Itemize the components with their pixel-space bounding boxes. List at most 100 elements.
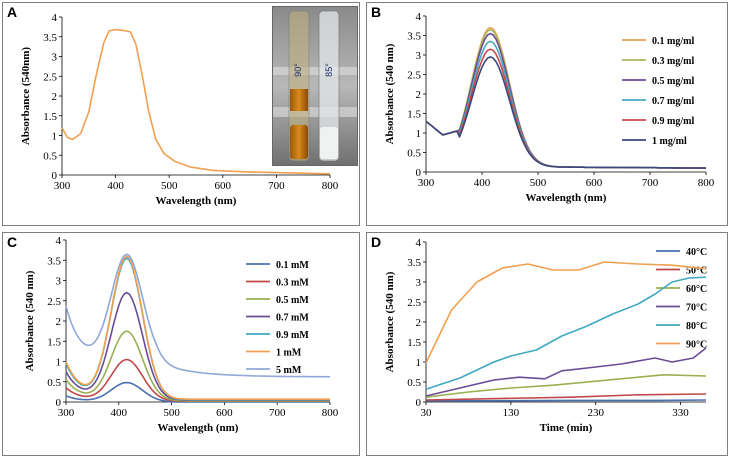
legend-label: 0.9 mM bbox=[276, 330, 309, 341]
x-tick-label: 130 bbox=[503, 407, 520, 419]
panel-d-letter: D bbox=[371, 234, 382, 250]
x-tick-label: 300 bbox=[418, 177, 435, 189]
y-tick-label: 3 bbox=[416, 50, 422, 62]
y-tick-label: 1 bbox=[416, 357, 422, 369]
y-tick-label: 0.5 bbox=[43, 150, 57, 162]
y-tick-label: 4 bbox=[416, 11, 422, 23]
x-tick-label: 400 bbox=[474, 177, 491, 189]
x-tick-label: 330 bbox=[672, 407, 689, 419]
panel-c-letter: C bbox=[7, 234, 18, 250]
y-tick-label: 2 bbox=[56, 316, 62, 328]
y-axis-label: Absorbance (540 nm) bbox=[384, 271, 396, 372]
legend-label: 0.3 mM bbox=[276, 278, 309, 289]
y-tick-label: 2 bbox=[52, 91, 58, 103]
y-tick-label: 2.5 bbox=[407, 297, 421, 309]
series-line bbox=[65, 253, 330, 378]
y-tick-label: 3 bbox=[56, 276, 62, 288]
series-line bbox=[426, 399, 707, 402]
test-tube-photo: 90° 85° bbox=[272, 6, 358, 166]
x-tick-label: 30 bbox=[421, 407, 433, 419]
x-tick-label: 300 bbox=[58, 407, 75, 419]
x-tick-label: 800 bbox=[322, 180, 339, 192]
y-axis-label: Absorbance (540nm) bbox=[20, 47, 32, 145]
series-line bbox=[65, 255, 330, 400]
x-tick-label: 700 bbox=[642, 177, 659, 189]
y-tick-label: 0 bbox=[56, 397, 62, 409]
test-tube-illustration bbox=[273, 7, 357, 165]
y-tick-label: 2 bbox=[416, 89, 422, 101]
y-tick-label: 3 bbox=[52, 52, 58, 64]
legend-label: 0.1 mg/ml bbox=[652, 36, 694, 47]
legend-label: 1 mg/ml bbox=[652, 136, 687, 147]
y-tick-label: 1.5 bbox=[43, 111, 57, 123]
x-tick-label: 500 bbox=[530, 177, 547, 189]
y-axis-label: Absorbance (540 nm) bbox=[24, 270, 36, 371]
y-tick-label: 2.5 bbox=[47, 296, 61, 308]
x-axis-label: Wavelength (nm) bbox=[526, 192, 607, 204]
series-line bbox=[425, 56, 706, 169]
series-line bbox=[425, 48, 706, 169]
tube-label-right: 85° bbox=[323, 63, 334, 77]
x-tick-label: 700 bbox=[269, 407, 286, 419]
y-tick-label: 0 bbox=[52, 170, 58, 182]
tube-label-left: 90° bbox=[292, 63, 303, 77]
y-tick-label: 0.5 bbox=[47, 377, 61, 389]
legend-label: 40°C bbox=[686, 247, 707, 258]
y-tick-label: 1.5 bbox=[47, 336, 61, 348]
y-axis-label: Absorbance (540 nm) bbox=[384, 43, 396, 144]
chart-a-group: 300 400 500 600 700 800 0 0.5 1 1.5 2 2.5 3 3.5 4 Wavel… bbox=[20, 12, 339, 207]
y-tick-label: 1 bbox=[52, 131, 58, 143]
legend-label: 50°C bbox=[686, 266, 707, 277]
legend-label: 0.5 mM bbox=[276, 295, 309, 306]
legend-label: 0.9 mg/ml bbox=[652, 116, 694, 127]
x-tick-label: 600 bbox=[586, 177, 603, 189]
x-tick-label: 800 bbox=[698, 177, 715, 189]
series-line bbox=[425, 374, 707, 398]
y-tick-label: 0 bbox=[416, 397, 422, 409]
legend-label: 70°C bbox=[686, 303, 707, 314]
panel-b-letter: B bbox=[371, 4, 382, 20]
y-tick-label: 4 bbox=[416, 237, 422, 249]
y-tick-label: 1 bbox=[416, 128, 422, 140]
y-tick-label: 0 bbox=[416, 167, 422, 179]
x-tick-label: 400 bbox=[107, 180, 124, 192]
y-tick-label: 3.5 bbox=[407, 31, 421, 43]
y-tick-label: 4 bbox=[52, 12, 58, 24]
y-tick-label: 2.5 bbox=[43, 71, 57, 83]
chart-b-group: 300 400 500 600 700 800 0 0.5 1 1.5 2 2.5 3 3.5 4 Wavel… bbox=[384, 11, 715, 204]
legend-label: 1 mM bbox=[276, 348, 302, 359]
series-line bbox=[61, 28, 331, 175]
series-line bbox=[425, 276, 707, 390]
y-tick-label: 3.5 bbox=[43, 32, 57, 44]
legend-label: 80°C bbox=[686, 321, 707, 332]
y-tick-label: 1.5 bbox=[407, 109, 421, 121]
x-tick-label: 600 bbox=[216, 407, 233, 419]
x-tick-label: 400 bbox=[111, 407, 128, 419]
legend-label: 0.7 mg/ml bbox=[652, 96, 694, 107]
legend-label: 90°C bbox=[686, 340, 707, 351]
x-tick-label: 600 bbox=[215, 180, 232, 192]
x-tick-label: 500 bbox=[163, 407, 180, 419]
legend-label: 0.7 mM bbox=[276, 313, 309, 324]
y-tick-label: 1 bbox=[56, 357, 62, 369]
panel-a-letter: A bbox=[7, 4, 18, 20]
y-tick-label: 0.5 bbox=[407, 377, 421, 389]
legend-label: 0.1 mM bbox=[276, 260, 309, 271]
x-tick-label: 700 bbox=[268, 180, 285, 192]
legend-label: 60°C bbox=[686, 284, 707, 295]
legend-label: 0.5 mg/ml bbox=[652, 76, 694, 87]
x-tick-label: 500 bbox=[161, 180, 178, 192]
x-axis-label: Wavelength (nm) bbox=[158, 422, 239, 434]
panel-c-frame bbox=[2, 232, 360, 456]
y-tick-label: 2 bbox=[416, 317, 422, 329]
x-axis-label: Wavelength (nm) bbox=[156, 195, 237, 207]
legend-label: 5 mM bbox=[276, 365, 302, 376]
x-tick-label: 300 bbox=[54, 180, 71, 192]
x-axis-label: Time (min) bbox=[540, 422, 593, 434]
series-line bbox=[425, 261, 707, 364]
y-tick-label: 3 bbox=[416, 277, 422, 289]
x-tick-label: 230 bbox=[587, 407, 604, 419]
chart-d-group: 30 130 230 330 0 0.5 1 1.5 2 2.5 3 3.5 4 Time (min) Ab… bbox=[384, 237, 707, 434]
series-line bbox=[425, 347, 707, 397]
